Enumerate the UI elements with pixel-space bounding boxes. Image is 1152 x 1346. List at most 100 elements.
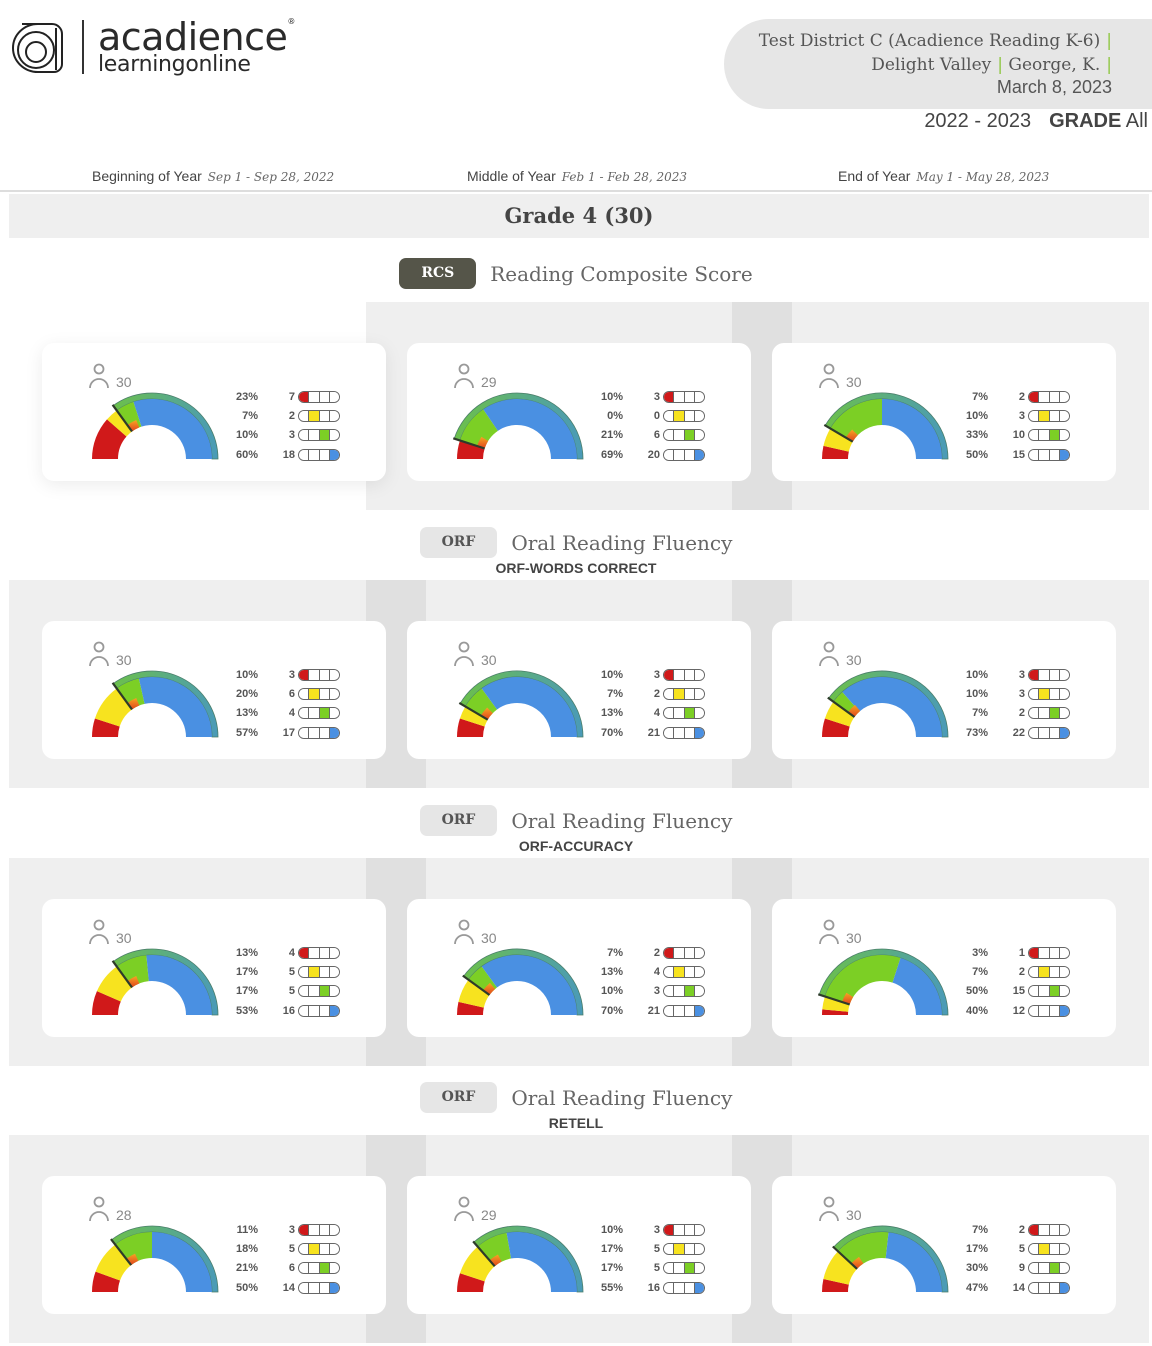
gauge-segment-well-below bbox=[92, 1271, 121, 1292]
gauge-chart bbox=[92, 670, 219, 738]
gauge-card-retell-moy[interactable]: 29 10% 3 17% 5 17% 5 55% 16 bbox=[407, 1176, 751, 1314]
level-row: 7% 2 bbox=[593, 684, 723, 703]
level-legend: 10% 3 20% 6 13% 4 57% 17 bbox=[228, 665, 358, 742]
level-indicator bbox=[298, 1242, 340, 1255]
student-count: 30 bbox=[818, 641, 862, 667]
benchmark-marker bbox=[817, 993, 851, 1006]
level-legend: 10% 3 10% 3 7% 2 73% 22 bbox=[958, 665, 1088, 742]
benchmark-periods: Beginning of Year Sep 1 - Sep 28, 2022 Mi… bbox=[0, 168, 1152, 192]
gauge-chart bbox=[822, 392, 949, 460]
gauge-segment-above bbox=[481, 955, 577, 1015]
level-row: 10% 3 bbox=[958, 684, 1088, 703]
year-grade-selector[interactable]: 2022 - 2023 GRADE All bbox=[924, 110, 1148, 133]
level-row: 17% 5 bbox=[228, 962, 358, 981]
gauge-chart bbox=[822, 670, 949, 738]
level-percent: 53% bbox=[235, 1004, 258, 1017]
level-legend: 23% 7 7% 2 10% 3 60% 18 bbox=[228, 387, 358, 464]
level-count: 6 bbox=[288, 1262, 295, 1275]
acadience-logo[interactable]: acadience® learningonline bbox=[8, 18, 295, 76]
student-count-icon bbox=[89, 641, 109, 667]
gauge-card-rcs-moy[interactable]: 29 10% 3 0% 0 21% 6 69% 20 bbox=[407, 343, 751, 481]
level-count: 2 bbox=[1018, 707, 1025, 720]
measure-subtitle: ORF-ACCURACY bbox=[518, 838, 634, 854]
level-indicator bbox=[1028, 946, 1070, 959]
level-indicator bbox=[663, 687, 705, 700]
level-count: 6 bbox=[288, 687, 295, 700]
level-row: 50% 14 bbox=[228, 1278, 358, 1297]
gauge-chart bbox=[822, 1225, 949, 1293]
level-count: 3 bbox=[288, 1223, 295, 1236]
gauge-segment-at bbox=[837, 1232, 889, 1269]
level-row: 47% 14 bbox=[958, 1278, 1088, 1297]
student-count-icon bbox=[89, 919, 109, 945]
level-legend: 13% 4 17% 5 17% 5 53% 16 bbox=[228, 943, 358, 1020]
level-percent: 55% bbox=[600, 1281, 623, 1294]
report-context-pill: Test District C (Acadience Reading K-6) |… bbox=[724, 19, 1152, 109]
level-row: 13% 4 bbox=[593, 704, 723, 723]
gauge-chart bbox=[817, 948, 949, 1016]
acadience-a-logo-icon bbox=[12, 23, 63, 73]
level-count: 2 bbox=[653, 687, 660, 700]
level-percent: 7% bbox=[972, 1223, 988, 1236]
gauge-segment-below bbox=[823, 428, 853, 452]
level-percent: 17% bbox=[965, 1242, 988, 1255]
gauge-card-orf-accuracy-moy[interactable]: 30 7% 2 13% 4 10% 3 70% 21 bbox=[407, 899, 751, 1037]
level-row: 17% 5 bbox=[228, 982, 358, 1001]
level-count: 2 bbox=[288, 409, 295, 422]
level-row: 7% 2 bbox=[958, 962, 1088, 981]
gauge-card-orf-words-correct-boy[interactable]: 30 10% 3 20% 6 13% 4 57% 17 bbox=[42, 621, 386, 759]
gauge-card-retell-eoy[interactable]: 30 7% 2 17% 5 30% 9 47% 14 bbox=[772, 1176, 1116, 1314]
level-row: 69% 20 bbox=[593, 445, 723, 464]
gauge-segment-below bbox=[824, 701, 855, 727]
measure-badge: ORF bbox=[419, 805, 498, 836]
level-indicator bbox=[663, 448, 705, 461]
level-count: 5 bbox=[1018, 1242, 1025, 1255]
level-count: 17 bbox=[282, 726, 295, 739]
level-legend: 10% 3 7% 2 13% 4 70% 21 bbox=[593, 665, 723, 742]
level-indicator bbox=[298, 1262, 340, 1275]
gauge-card-orf-accuracy-eoy[interactable]: 30 3% 1 7% 2 50% 15 40% 12 bbox=[772, 899, 1116, 1037]
benchmark-marker bbox=[452, 437, 486, 450]
level-legend: 10% 3 17% 5 17% 5 55% 16 bbox=[593, 1220, 723, 1297]
gauge-segment-at bbox=[459, 409, 498, 449]
level-percent: 17% bbox=[600, 1262, 623, 1275]
gauge-card-orf-words-correct-eoy[interactable]: 30 10% 3 10% 3 7% 2 73% 22 bbox=[772, 621, 1116, 759]
level-count: 5 bbox=[288, 985, 295, 998]
gauge-card-rcs-boy[interactable]: 30 23% 7 7% 2 10% 3 60% 18 bbox=[42, 343, 386, 481]
threshold-wedge bbox=[477, 436, 489, 449]
level-indicator bbox=[298, 448, 340, 461]
level-percent: 13% bbox=[235, 946, 258, 959]
level-count: 10 bbox=[1012, 429, 1025, 442]
level-percent: 7% bbox=[607, 946, 623, 959]
level-row: 17% 5 bbox=[958, 1239, 1088, 1258]
level-indicator bbox=[298, 985, 340, 998]
level-percent: 10% bbox=[965, 687, 988, 700]
gauge-card-orf-accuracy-boy[interactable]: 30 13% 4 17% 5 17% 5 53% 16 bbox=[42, 899, 386, 1037]
level-indicator bbox=[1028, 1242, 1070, 1255]
level-percent: 21% bbox=[235, 1262, 258, 1275]
measure-header-retell: ORF Oral Reading Fluency RETELL bbox=[0, 1082, 1152, 1131]
gauge-segment-below bbox=[106, 410, 133, 437]
level-row: 10% 3 bbox=[593, 1220, 723, 1239]
level-percent: 7% bbox=[607, 687, 623, 700]
gauge-segment-well-below bbox=[92, 718, 120, 737]
level-indicator bbox=[1028, 668, 1070, 681]
level-percent: 13% bbox=[600, 965, 623, 978]
gauge-card-orf-words-correct-moy[interactable]: 30 10% 3 7% 2 13% 4 70% 21 bbox=[407, 621, 751, 759]
level-indicator bbox=[663, 726, 705, 739]
level-row: 13% 4 bbox=[228, 704, 358, 723]
level-count: 3 bbox=[653, 985, 660, 998]
level-legend: 7% 2 13% 4 10% 3 70% 21 bbox=[593, 943, 723, 1020]
level-count: 22 bbox=[1012, 726, 1025, 739]
level-indicator bbox=[663, 390, 705, 403]
level-count: 15 bbox=[1012, 448, 1025, 461]
level-indicator bbox=[663, 1242, 705, 1255]
level-count: 2 bbox=[1018, 965, 1025, 978]
gauge-segment-well-below bbox=[822, 1009, 849, 1015]
level-row: 53% 16 bbox=[228, 1001, 358, 1020]
gauge-card-retell-boy[interactable]: 28 11% 3 18% 5 21% 6 50% 14 bbox=[42, 1176, 386, 1314]
gauge-card-rcs-eoy[interactable]: 30 7% 2 10% 3 33% 10 50% 15 bbox=[772, 343, 1116, 481]
measure-header-orf-words-correct: ORF Oral Reading Fluency ORF-WORDS CORRE… bbox=[0, 527, 1152, 576]
level-percent: 10% bbox=[965, 409, 988, 422]
student-count-icon bbox=[89, 1196, 109, 1222]
